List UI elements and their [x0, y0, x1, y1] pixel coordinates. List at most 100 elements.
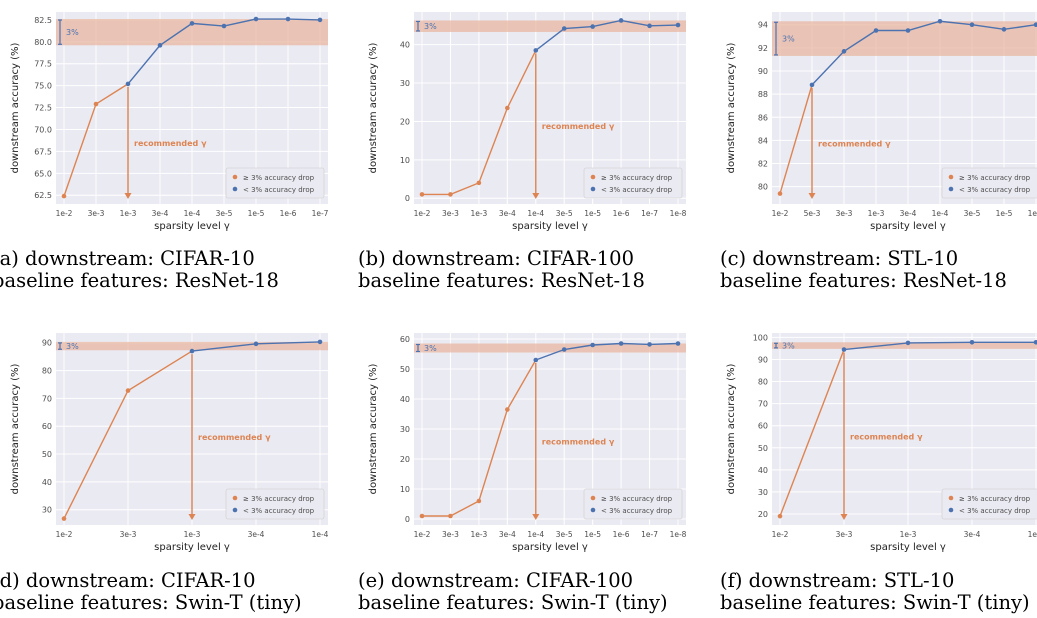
- caption-d-line2: baseline features: Swin-T (tiny): [0, 591, 302, 614]
- recommended-label: recommended γ: [542, 438, 615, 447]
- chart-panel-c: 80 82 84 86 88 90 92 94 1e-2 5e-3 3e-3 1e-3 3e-4 1e-4…: [720, 4, 1037, 232]
- data-point: [317, 17, 323, 23]
- data-point: [253, 341, 259, 347]
- data-point: [476, 498, 482, 504]
- y-tick-label: 75.0: [34, 82, 52, 91]
- legend-box: [583, 167, 683, 199]
- x-tick-label: 1e-2: [414, 530, 431, 539]
- y-tick-label: 60: [42, 422, 52, 431]
- x-tick-label: 3e-4: [499, 209, 516, 218]
- caption-c-line2: baseline features: ResNet-18: [720, 269, 1007, 292]
- y-tick-label: 30: [400, 79, 410, 88]
- caption-f-line2: baseline features: Swin-T (tiny): [720, 591, 1030, 614]
- data-point: [419, 513, 425, 519]
- data-point: [221, 23, 227, 29]
- data-point: [590, 24, 595, 29]
- y-tick-label: 10: [400, 156, 410, 165]
- caption-b: (b) downstream: CIFAR-100 baseline featu…: [358, 248, 688, 292]
- x-tick-label: 1e-8: [670, 530, 687, 539]
- legend-label: ≥ 3% accuracy drop: [959, 174, 1031, 182]
- legend-label: < 3% accuracy drop: [959, 186, 1031, 194]
- y-tick-label: 20: [400, 117, 410, 126]
- y-tick-label: 77.5: [34, 60, 52, 69]
- x-tick-label: 1e-4: [184, 209, 201, 218]
- y-tick-label: 20: [400, 455, 410, 464]
- data-point: [647, 342, 652, 347]
- x-tick-label: 3e-4: [499, 530, 516, 539]
- x-tick-label: 3e-4: [964, 530, 981, 539]
- x-tick-label: 1e-3: [470, 209, 487, 218]
- data-point: [157, 43, 163, 48]
- data-point: [476, 180, 482, 186]
- data-point: [125, 388, 131, 393]
- x-tick-label: 3e-5: [556, 209, 573, 218]
- legend-marker: [232, 507, 238, 513]
- data-point: [590, 342, 595, 348]
- x-tick-label: 1e-7: [641, 530, 658, 539]
- data-point: [647, 23, 652, 29]
- tolerance-band: [772, 21, 1037, 56]
- x-tick-label: 1e-5: [584, 530, 601, 539]
- series-line-ok: [811, 20, 1037, 86]
- x-tick-label: 3e-3: [442, 530, 459, 539]
- x-tick-label: 1e-2: [772, 530, 789, 539]
- x-tick-label: 1e-4: [312, 530, 329, 539]
- x-tick-label: 1e-5: [996, 209, 1013, 218]
- legend-box: [583, 488, 683, 520]
- legend-marker: [232, 495, 238, 501]
- y-tick-label: 72.5: [34, 104, 52, 113]
- x-tick-label: 3e-5: [216, 209, 233, 218]
- data-point: [809, 82, 815, 88]
- x-axis-label: sparsity level γ: [154, 221, 230, 232]
- legend-marker: [948, 174, 954, 180]
- y-axis-label: downstream accuracy (%): [726, 43, 737, 174]
- data-point: [93, 101, 99, 107]
- data-point: [675, 341, 681, 346]
- x-tick-label: 1e-7: [641, 209, 658, 218]
- chart-e: 0 10 20 30 40 50 60 1e-2 3e-3 1e-3 3e-4 1e-4 3e-5 1e-…: [368, 333, 687, 553]
- y-tick-label: 40: [400, 41, 410, 50]
- legend-marker: [232, 186, 238, 192]
- data-point: [1033, 22, 1037, 28]
- caption-e: (e) downstream: CIFAR-100 baseline featu…: [358, 570, 688, 614]
- x-tick-label: 1e-2: [772, 209, 789, 218]
- x-tick-label: 5e-3: [804, 209, 821, 218]
- data-point: [841, 49, 847, 54]
- x-tick-label: 1e-4: [932, 209, 949, 218]
- y-tick-label: 80: [758, 183, 768, 192]
- x-tick-label: 1e-6: [613, 209, 630, 218]
- x-tick-label: 3e-5: [556, 530, 573, 539]
- data-point: [61, 516, 67, 521]
- legend-box: [225, 167, 325, 199]
- caption-a-line2: baseline features: ResNet-18: [0, 269, 279, 292]
- x-axis-label: sparsity level γ: [870, 542, 946, 553]
- legend-marker: [590, 174, 596, 180]
- data-point: [1001, 27, 1007, 32]
- x-tick-label: 3e-4: [900, 209, 917, 218]
- legend-label: < 3% accuracy drop: [959, 507, 1031, 515]
- legend-box: [941, 167, 1037, 199]
- recommended-label: recommended γ: [198, 433, 271, 442]
- x-tick-label: 1e-2: [56, 530, 73, 539]
- x-tick-label: 3e-5: [964, 209, 981, 218]
- recommended-arrow-head: [532, 193, 540, 199]
- legend-label: ≥ 3% accuracy drop: [243, 174, 315, 182]
- series-line-drop: [779, 349, 845, 517]
- y-tick-label: 100: [753, 333, 768, 342]
- y-axis-label: downstream accuracy (%): [368, 364, 379, 495]
- legend-label: < 3% accuracy drop: [601, 507, 673, 515]
- data-point: [618, 341, 624, 346]
- x-tick-label: 1e-4: [527, 209, 544, 218]
- y-tick-label: 0: [405, 515, 410, 524]
- data-point: [317, 339, 323, 345]
- caption-f-line1: (f) downstream: STL-10: [720, 569, 955, 592]
- chart-b: 0 10 20 30 40 1e-2 3e-3 1e-3 3e-4 1e-4 3e-5 1e-5 1e-…: [368, 12, 687, 232]
- legend-label: ≥ 3% accuracy drop: [601, 495, 673, 503]
- y-tick-label: 60: [400, 335, 410, 344]
- data-point: [61, 193, 67, 199]
- band-label: 3%: [424, 22, 437, 31]
- x-tick-label: 1e-3: [120, 209, 137, 218]
- x-tick-label: 3e-3: [442, 209, 459, 218]
- y-tick-label: 62.5: [34, 191, 52, 200]
- x-tick-label: 1e-3: [900, 530, 917, 539]
